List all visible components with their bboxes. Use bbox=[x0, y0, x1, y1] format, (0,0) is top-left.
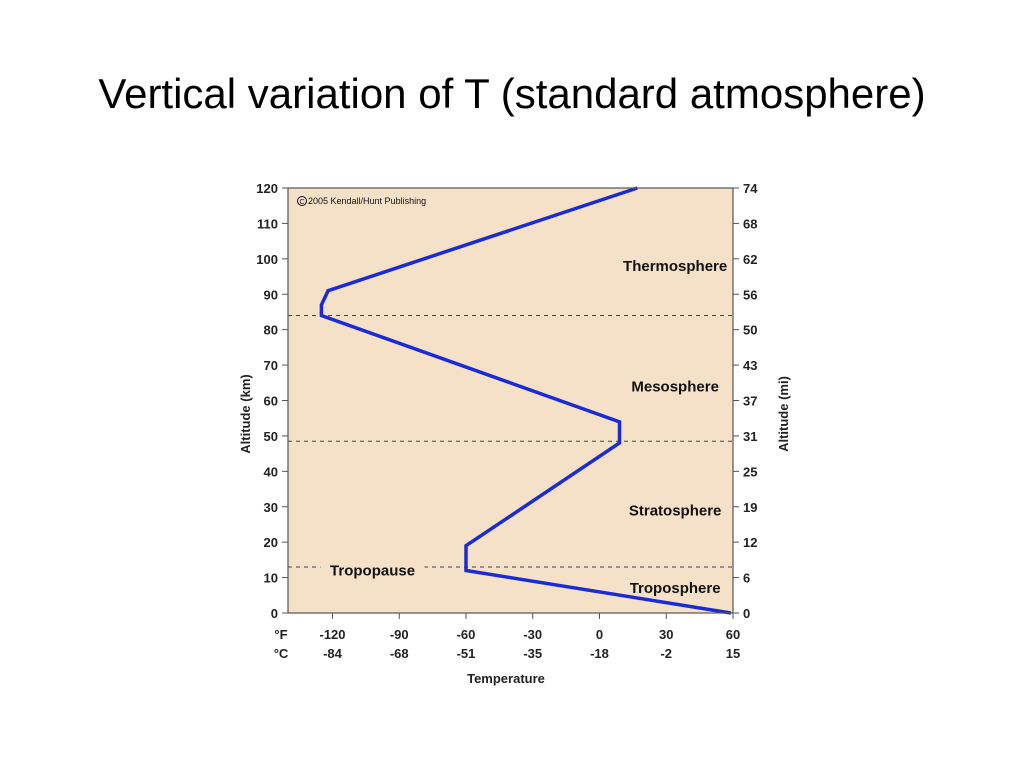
y-tick-label-right: 31 bbox=[743, 429, 757, 444]
y-tick-label-right: 19 bbox=[743, 500, 757, 515]
x-tick-label-fahrenheit: -60 bbox=[457, 627, 476, 642]
y-tick-label-left: 90 bbox=[264, 287, 278, 302]
x-axis-title: Temperature bbox=[467, 671, 545, 686]
y-tick-label-left: 20 bbox=[264, 535, 278, 550]
y-tick-label-right: 25 bbox=[743, 464, 757, 479]
y-axis-right: 0 6 12 19 25 31 37 43 50 56 62 68 74 bbox=[733, 181, 758, 621]
x-tick-label-celsius: -2 bbox=[660, 646, 672, 661]
x-tick-label-celsius: -51 bbox=[457, 646, 476, 661]
x-tick-label-celsius: 15 bbox=[726, 646, 740, 661]
x-tick-label-fahrenheit: -120 bbox=[319, 627, 345, 642]
copyright-symbol-letter: C bbox=[299, 199, 304, 206]
y-tick-label-left: 10 bbox=[264, 571, 278, 586]
layer-label-thermosphere: Thermosphere bbox=[623, 258, 727, 275]
x-tick-label-fahrenheit: 30 bbox=[659, 627, 673, 642]
layer-labels: Troposphere Stratosphere Mesosphere Thermos… bbox=[320, 258, 727, 597]
annotation-background bbox=[320, 560, 425, 581]
x-unit-celsius: °C bbox=[274, 646, 289, 661]
y-tick-label-left: 30 bbox=[264, 500, 278, 515]
x-tick-label-celsius: -68 bbox=[390, 646, 409, 661]
y-tick-label-left: 60 bbox=[264, 394, 278, 409]
y-axis-right-title: Altitude (mi) bbox=[776, 376, 791, 452]
annotation-label-tropopause: Tropopause bbox=[330, 563, 415, 580]
x-tick-label-celsius: -84 bbox=[323, 646, 343, 661]
y-tick-label-left: 120 bbox=[256, 181, 278, 196]
layer-label-stratosphere: Stratosphere bbox=[629, 502, 722, 519]
y-tick-label-left: 70 bbox=[264, 358, 278, 373]
y-tick-label-left: 100 bbox=[256, 252, 278, 267]
x-tick-label-fahrenheit: 0 bbox=[596, 627, 603, 642]
y-tick-label-left: 50 bbox=[264, 429, 278, 444]
x-tick-label-fahrenheit: 60 bbox=[726, 627, 740, 642]
y-tick-label-right: 0 bbox=[743, 606, 750, 621]
x-axis: -120 -84 -90 -68 -60 -51 -30 -35 0 -18 30 -2 60 15 bbox=[319, 613, 740, 661]
x-tick-label-celsius: -18 bbox=[590, 646, 609, 661]
x-unit-fahrenheit: °F bbox=[274, 627, 287, 642]
x-tick-label-celsius: -35 bbox=[523, 646, 542, 661]
x-tick-label-fahrenheit: -30 bbox=[523, 627, 542, 642]
y-tick-label-left: 40 bbox=[264, 464, 278, 479]
y-tick-label-right: 62 bbox=[743, 252, 757, 267]
y-axis-left: 0 10 20 30 40 50 60 70 80 90 100 110 120 bbox=[256, 181, 288, 621]
y-tick-label-right: 56 bbox=[743, 287, 757, 302]
y-tick-label-right: 43 bbox=[743, 358, 757, 373]
x-tick-label-fahrenheit: -90 bbox=[390, 627, 409, 642]
y-axis-left-title: Altitude (km) bbox=[238, 374, 253, 453]
y-tick-label-right: 74 bbox=[743, 181, 758, 196]
y-tick-label-right: 12 bbox=[743, 535, 757, 550]
plot-area bbox=[288, 188, 733, 613]
y-tick-label-left: 110 bbox=[257, 216, 278, 231]
copyright-text: 2005 Kendall/Hunt Publishing bbox=[308, 196, 426, 206]
slide-title: Vertical variation of T (standard atmosp… bbox=[98, 70, 926, 117]
y-tick-label-right: 6 bbox=[743, 571, 750, 586]
layer-label-troposphere: Troposphere bbox=[630, 580, 721, 597]
layer-label-mesosphere: Mesosphere bbox=[631, 378, 719, 395]
y-tick-label-left: 0 bbox=[271, 606, 278, 621]
temperature-profile-line bbox=[319, 186, 732, 615]
y-tick-label-left: 80 bbox=[264, 323, 278, 338]
y-tick-label-right: 68 bbox=[743, 216, 757, 231]
copyright-icon bbox=[297, 196, 307, 206]
y-tick-label-right: 37 bbox=[743, 394, 757, 409]
y-tick-label-right: 50 bbox=[743, 323, 757, 338]
